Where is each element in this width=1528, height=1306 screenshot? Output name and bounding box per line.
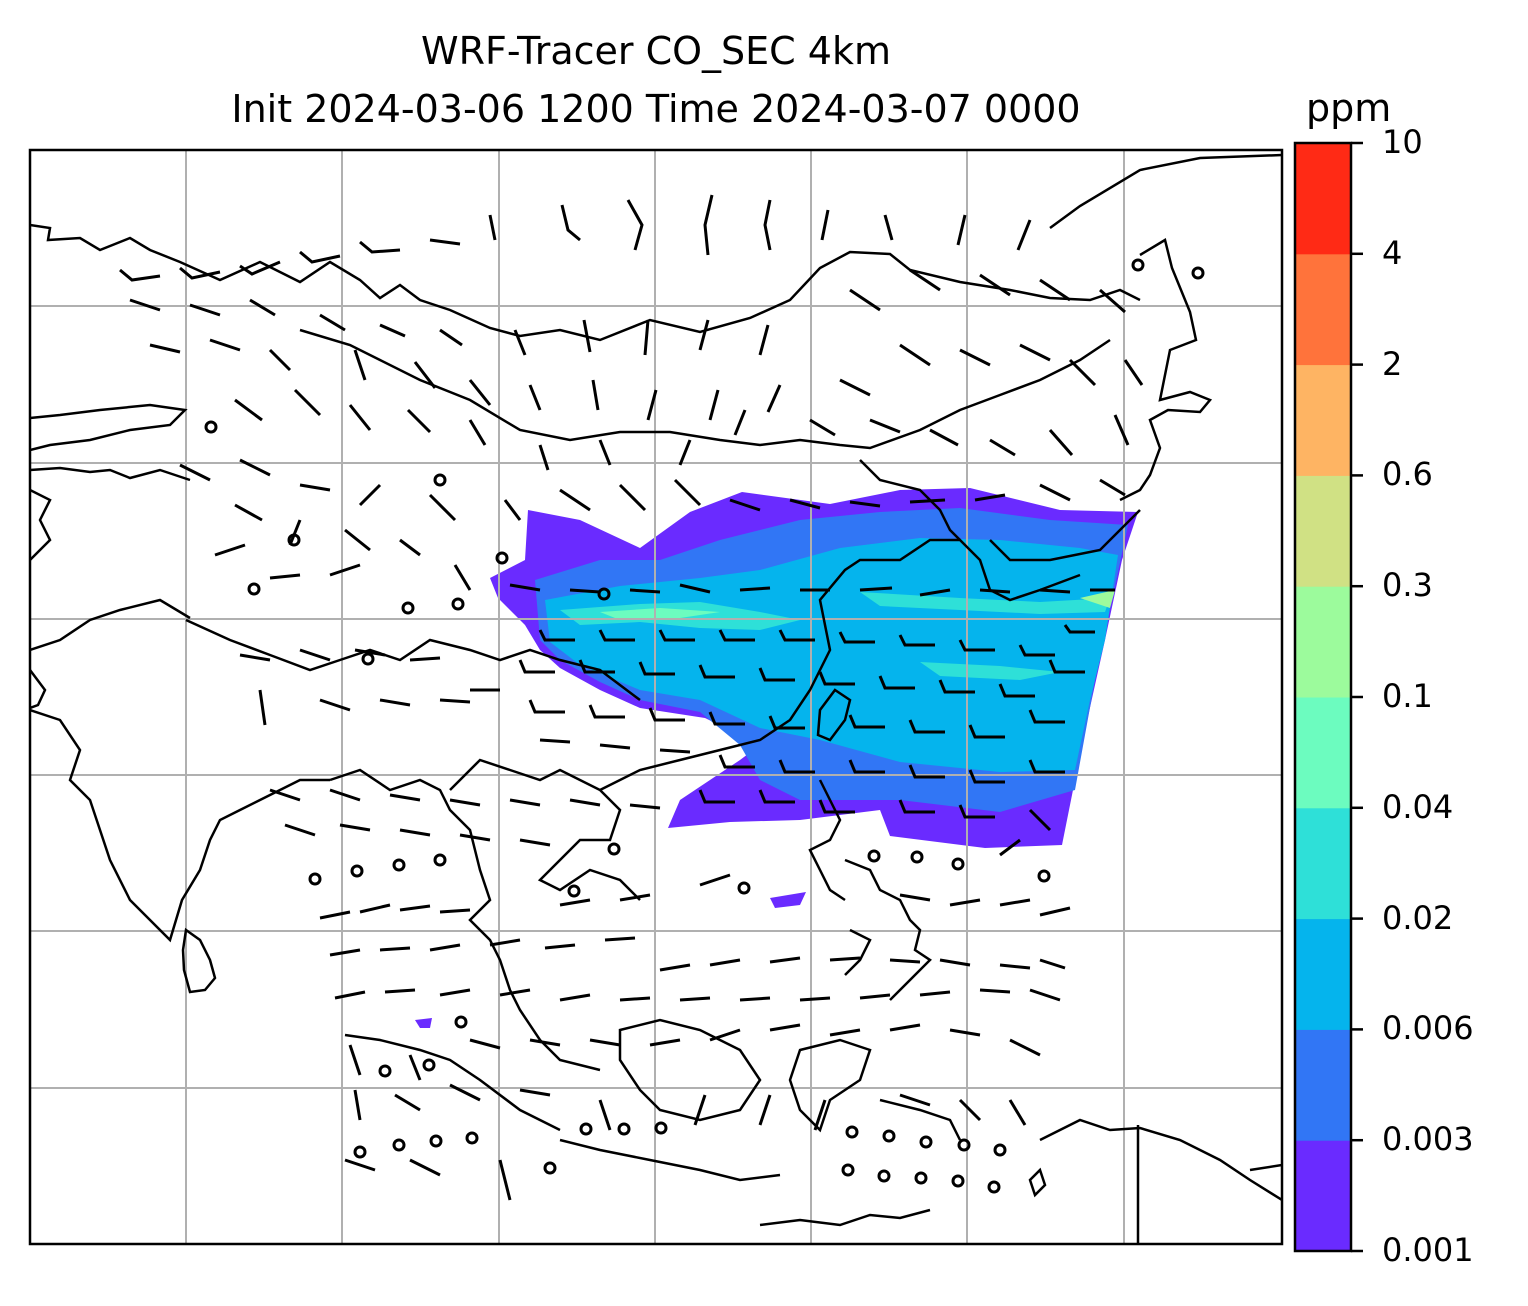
- colorbar-tick-label: 0.006: [1382, 1009, 1474, 1048]
- colorbar-tick-label: 10: [1382, 123, 1423, 161]
- colorbar-tick-label: 0.3: [1382, 566, 1433, 605]
- colorbar-bin: [1295, 586, 1351, 698]
- calm-wind-markers: [204, 258, 1205, 1194]
- colorbar-frame: [1293, 141, 1353, 1253]
- colorbar-bin: [1295, 475, 1351, 587]
- coastlines: [30, 153, 1282, 1244]
- colorbar-tick-label: 0.001: [1382, 1231, 1474, 1269]
- colorbar-tick-label: 0.02: [1382, 898, 1454, 937]
- colorbar-bin: [1295, 1140, 1351, 1252]
- colorbar-bin: [1295, 1029, 1351, 1141]
- colorbar-tick-label: 0.1: [1382, 677, 1433, 715]
- colorbar-bin: [1295, 364, 1351, 476]
- colorbar-tick-label: 0.6: [1382, 455, 1433, 494]
- colorbar-bin: [1295, 807, 1351, 920]
- tracer-field: [415, 488, 1138, 1028]
- map-title-line1: WRF-Tracer CO_SEC 4km: [421, 29, 891, 73]
- colorbar-bin: [1295, 697, 1351, 809]
- map-title-line2: Init 2024-03-06 1200 Time 2024-03-07 000…: [231, 87, 1081, 131]
- colorbar-tick-label: 0.04: [1382, 787, 1454, 826]
- map-frame: [28, 148, 1284, 1246]
- colorbar-bin: [1295, 253, 1351, 366]
- colorbar-unit-label: ppm: [1306, 86, 1392, 130]
- wind-barbs: [119, 194, 1144, 1201]
- colorbar: [1295, 141, 1363, 1253]
- colorbar-bin: [1295, 143, 1351, 255]
- colorbar-tick-label: 0.003: [1382, 1120, 1474, 1159]
- colorbar-bin: [1295, 918, 1351, 1030]
- colorbar-tick-label: 4: [1382, 233, 1403, 272]
- colorbar-tick-label: 2: [1382, 344, 1403, 383]
- graticule: [30, 150, 1282, 1244]
